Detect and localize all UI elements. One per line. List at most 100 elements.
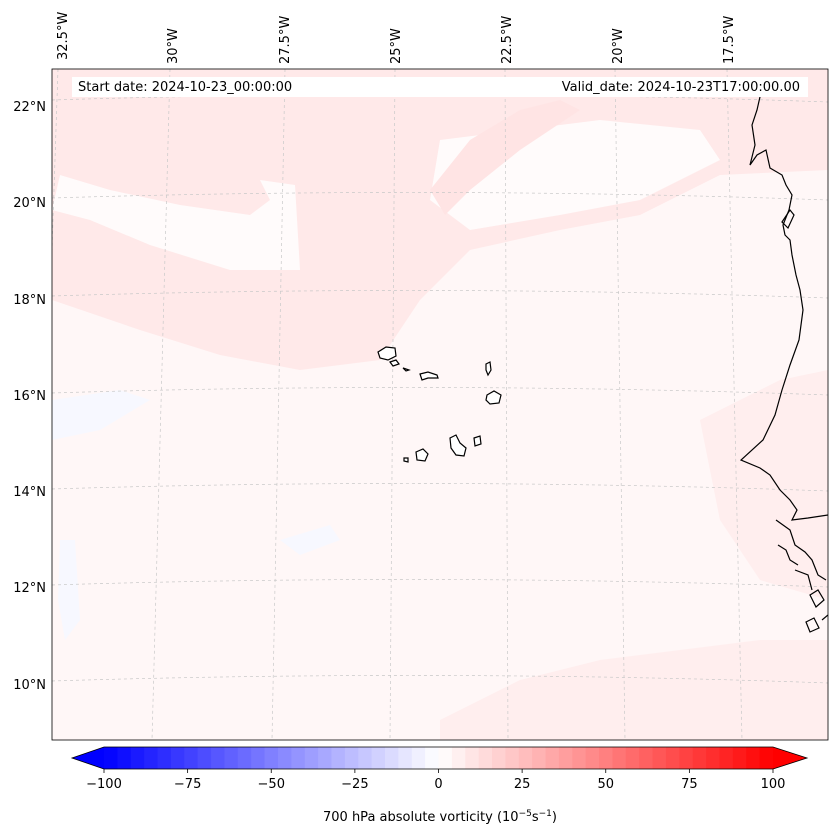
colorbar-bin [211,747,225,769]
cape-verde-islands [377,346,502,463]
colorbar-tick-label: −50 [258,777,285,792]
vorticity-patch-negative [280,525,340,555]
lon-label: 22.5°W [500,16,515,64]
island-santo-antao [377,346,397,361]
colorbar-tick-label: 50 [597,777,614,792]
colorbar-extend-max-arrow [773,747,807,769]
colorbar-bin [197,747,212,769]
colorbar-bin [679,747,694,769]
vorticity-patch-south [440,640,828,740]
colorbar-bin [612,747,627,769]
island-boa-vista [485,390,502,405]
colorbar-bin [331,747,346,769]
lat-label: 22°N [13,100,46,115]
colorbar-label-exp1: −5 [519,809,532,819]
colorbar-bin [384,747,399,769]
colorbar-bin [585,747,600,769]
header-box [72,77,808,97]
colorbar-bin [358,747,373,769]
colorbar-bin [558,747,573,769]
colorbar-bin [411,747,426,769]
colorbar-bin [505,747,520,769]
colorbar-bin [572,747,587,769]
colorbar-tick-label: −25 [341,777,368,792]
colorbar-bin [251,747,266,769]
lon-label: 32.5°W [56,12,71,60]
colorbar-bin [518,747,533,769]
colorbar-bin [425,747,439,769]
island-sao-nicolau [419,371,439,381]
colorbar-bin [532,747,547,769]
vorticity-patch-southeast [700,370,828,600]
colorbar-bin [692,747,707,769]
island-brava [403,457,409,463]
colorbar-bin [237,747,252,769]
colorbar-bin [144,747,159,769]
colorbar-bin [291,747,306,769]
colorbar-bin [451,747,466,769]
colorbar-bin [639,747,654,769]
map-frame [51,68,829,741]
lat-label: 12°N [13,581,46,596]
colorbar-ticks: −100 −75 −50 −25 0 25 50 75 100 [86,769,785,792]
vorticity-streak [430,100,580,215]
lat-label: 20°N [13,196,46,211]
lon-label: 27.5°W [278,16,293,64]
colorbar-tick-label: 100 [761,777,786,792]
colorbar-bins [104,747,774,769]
colorbar-bin [318,747,332,769]
island-maio [473,435,482,447]
colorbar-bin [398,747,413,769]
colorbar-bin [759,747,774,769]
colorbar-bin [706,747,720,769]
colorbar-bin [719,747,734,769]
colorbar-tick-label: 75 [681,777,698,792]
colorbar-extend-min-arrow [72,747,104,769]
lat-label: 10°N [13,678,46,693]
lat-label: 14°N [13,485,46,500]
vorticity-patch-white [52,175,300,270]
lon-label: 25°W [389,28,404,64]
colorbar-bin [304,747,319,769]
colorbar-label-exp2: −1 [539,809,552,819]
colorbar-bin [277,747,292,769]
colorbar-bin [130,747,145,769]
island-santa-luzia [402,367,411,372]
vorticity-patch-negative [52,390,150,440]
gridlines [52,69,828,740]
start-date-label: Start date: 2024-10-23_00:00:00 [78,80,292,95]
island-sao-vicente [389,359,400,367]
colorbar-tick-label: 25 [514,777,531,792]
colorbar: −100 −75 −50 −25 0 25 50 75 100 700 hPa absolute… [70,746,809,825]
island-santiago [449,434,467,457]
valid-date-label: Valid_date: 2024-10-23T17:00:00.00 [562,80,800,95]
colorbar-bin [117,747,132,769]
colorbar-tick-label: −100 [86,777,122,792]
colorbar-bin [184,747,199,769]
map-panel: Start date: 2024-10-23_00:00:00 Valid_da… [51,68,829,741]
colorbar-bin [438,747,453,769]
colorbar-bin [264,747,279,769]
colorbar-bin [157,747,172,769]
colorbar-bin [478,747,493,769]
colorbar-bin [104,747,118,769]
colorbar-tick-label: −75 [174,777,201,792]
colorbar-bin [665,747,680,769]
lon-label: 30°W [166,28,181,64]
colorbar-bin [492,747,506,769]
vorticity-patch-negative [58,540,80,640]
colorbar-label-mid: s [532,810,539,825]
longitude-labels: 32.5°W 30°W 27.5°W 25°W 22.5°W 20°W 17.5… [56,12,737,64]
colorbar-label-suffix: ) [552,810,557,825]
colorbar-bin [599,747,613,769]
colorbar-bin [224,747,239,769]
colorbar-bin [652,747,667,769]
colorbar-tick-label: 0 [434,777,442,792]
colorbar-bin [732,747,747,769]
lon-label: 20°W [611,28,626,64]
latitude-labels: 22°N 20°N 18°N 16°N 14°N 12°N 10°N [13,100,46,693]
colorbar-bin [625,747,640,769]
island-sal [485,361,492,377]
colorbar-label-prefix: 700 hPa absolute vorticity (10 [323,810,519,825]
